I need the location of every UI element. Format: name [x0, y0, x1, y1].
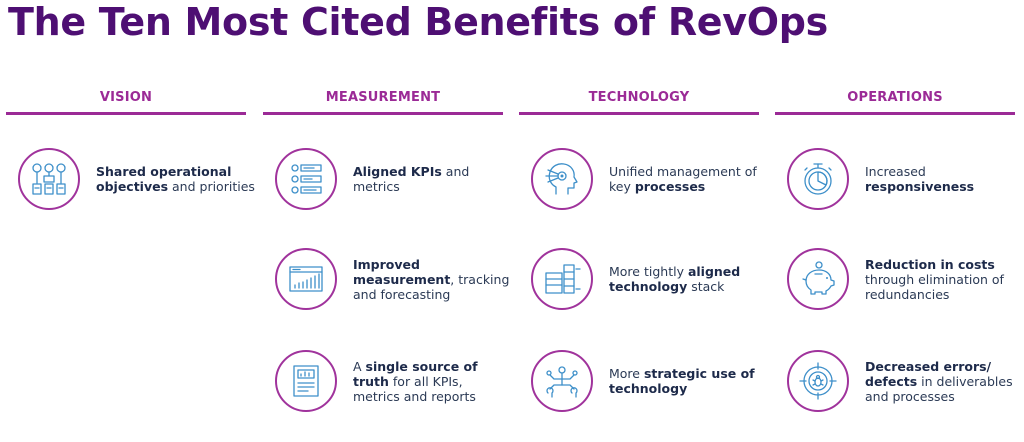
benefit-text: Unified management of key processes	[609, 164, 757, 194]
benefit-text: More tightly aligned technology stack	[609, 264, 741, 294]
stopwatch-icon	[787, 148, 849, 210]
column-heading-technology: TECHNOLOGY	[519, 88, 759, 115]
column-measurement: MEASUREMENT Aligned KPIs and metrics Imp…	[263, 88, 509, 412]
benefit-text: Aligned KPIs and metrics	[353, 164, 470, 194]
server-stack-icon	[531, 248, 593, 310]
report-document-icon	[275, 350, 337, 412]
column-operations: OPERATIONS Increased responsiveness Redu…	[775, 88, 1015, 412]
benefit-text: A single source of truth for all KPIs, m…	[353, 358, 478, 404]
org-chart-icon	[18, 148, 80, 210]
column-heading-operations: OPERATIONS	[775, 88, 1015, 115]
benefit-text: Increased responsiveness	[865, 164, 975, 194]
tools-circuit-icon	[531, 350, 593, 412]
benefit-text: Shared operational objectives and priori…	[96, 164, 255, 194]
benefit-text: More strategic use of technology	[609, 366, 755, 396]
kpi-list-icon	[275, 148, 337, 210]
column-heading-vision: VISION	[6, 88, 246, 115]
benefit-text: Decreased errors/ defects in deliverable…	[865, 358, 1013, 404]
page-title: The Ten Most Cited Benefits of RevOps	[8, 0, 828, 44]
column-technology: TECHNOLOGY Unified management of key pro…	[519, 88, 759, 412]
piggy-bank-icon	[787, 248, 849, 310]
benefit-text: Improved measurement, tracking and forec…	[353, 256, 510, 302]
column-vision: VISION Shared operational objectives and…	[6, 88, 255, 210]
growth-chart-icon	[275, 248, 337, 310]
ai-head-icon	[531, 148, 593, 210]
benefit-text: Reduction in costs through elimination o…	[865, 256, 1004, 302]
column-heading-measurement: MEASUREMENT	[263, 88, 503, 115]
bug-target-icon	[787, 350, 849, 412]
